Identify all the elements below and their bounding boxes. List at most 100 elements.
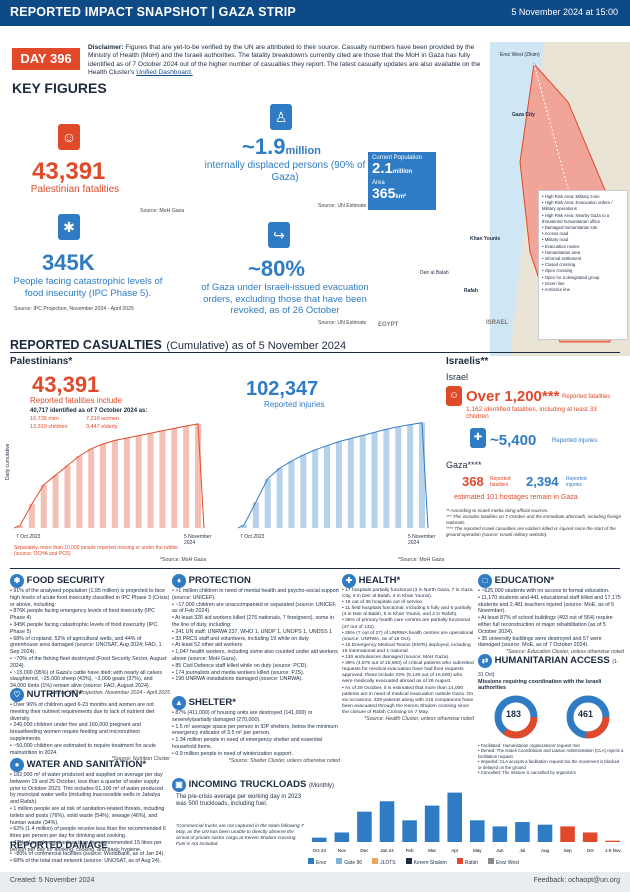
chart-bar [171, 428, 178, 528]
gaza-killed-label: Reported fatalities [490, 476, 511, 488]
shelter-title-text: SHELTER* [188, 697, 236, 708]
trucks-legend-item: Erez West [488, 858, 519, 866]
access-legend-item: • Cancelled: The mission is cancelled by… [478, 770, 576, 776]
truck-bar [402, 820, 417, 842]
israel-injured-icon: ✚ [470, 428, 486, 448]
wash-title: ● WATER AND SANITATION* [10, 758, 170, 772]
health-item: • 26% (7 out of 27) of UNRWA health cent… [342, 630, 474, 642]
shelter-title: ▲ SHELTER* [172, 696, 340, 710]
chart-bar [64, 465, 71, 528]
walking-person-icon: ♙ [270, 104, 292, 130]
protection-item: • 33 PRCS staff and volunteers, includin… [172, 635, 309, 642]
access-legend-item: • Facilitated: Humanitarian organization… [478, 743, 580, 748]
access-section: ⇄ HUMANITARIAN ACCESS (1-31 Oct) Mission… [478, 654, 624, 775]
truck-icon: ▣ [172, 778, 186, 792]
footer-feedback[interactable]: Feedback: ochaopt@un.org [533, 877, 621, 884]
truck-bar [537, 824, 553, 842]
wash-item: • 47% of people receive less than the re… [10, 839, 162, 853]
map-legend-item: • Military road [542, 237, 569, 243]
food-item: • ~15,000 (95%) of Gaza's cattle have di… [10, 669, 162, 690]
shelter-item: • 0.9 million people in need of winteriz… [172, 750, 293, 757]
nutrition-item: • 246,000 children under five and 160,00… [10, 722, 141, 742]
gaza-subtitle: Gaza**** [446, 460, 482, 470]
chart-bar [111, 440, 118, 528]
idps-label: internally displaced persons (90% of Gaz… [204, 160, 366, 183]
wash-item: • 62% (1.4 million) of people receive le… [10, 826, 166, 840]
education-item: • 11,170 students and 441 educational st… [478, 594, 621, 615]
chart-line [238, 422, 429, 529]
map-legend-item: • Access road [542, 231, 569, 237]
pal-injured-label: Reported injuries [264, 400, 325, 409]
access-subtitle: Missions requiring coordination with the… [478, 679, 602, 691]
protection-item: • 241 UN staff: UNRWA 237, WHO 1, UNDP 1… [172, 628, 333, 635]
map-legend-item: • Informal settlement [542, 256, 582, 262]
food-item: • 91% of the analysed population (1.95 m… [10, 588, 170, 608]
evac-source: Source: UN Estimate [318, 320, 367, 326]
trucks-period: (Monthly) [308, 783, 334, 789]
trucks-average: The pre-crisis average per working day i… [176, 794, 302, 808]
protection-title-text: PROTECTION [188, 575, 251, 586]
health-source: *Source: Health Cluster, unless otherwis… [364, 715, 474, 722]
truck-month-label: Jul [520, 848, 526, 853]
chart-bar [76, 456, 83, 528]
casualties-heading: REPORTED CASUALTIES (Cumulative) as of 5… [10, 336, 490, 354]
food-item: • 68% of cropland, 52% of agricultural w… [10, 635, 162, 656]
nutrition-item: • Over 96% of children aged 6-23 months … [10, 702, 155, 722]
truck-month-label: Apr [451, 848, 459, 853]
population-value: 2.1million [372, 161, 432, 180]
israel-note-3: **** The reported Israeli casualties are… [446, 526, 616, 537]
protection-item: • ~17,000 children are unaccompanied or … [172, 601, 337, 615]
day-badge: DAY 396 [12, 48, 80, 70]
education-title: □ EDUCATION* [478, 574, 624, 588]
damage-item: • 68% of the total road network (source:… [10, 857, 162, 864]
evac-label: of Gaza under Israeli-issued evacuation … [201, 282, 369, 316]
truck-month-label: Jun [496, 848, 504, 853]
unified-dashboard-link[interactable]: Unified Dashboard. [136, 69, 193, 77]
idps-value-number: ~1.9 [242, 134, 286, 159]
chart-bar [147, 433, 154, 528]
shelter-item: • 87% (411,000) of housing units are des… [172, 710, 313, 723]
chart-bar [312, 449, 319, 528]
truck-month-label: Mar [428, 848, 436, 853]
trucks-legend: Erez Gate 96 JLOTS Kerem Shalom Rafah Erez We… [308, 858, 624, 866]
chart-line [14, 423, 205, 529]
pal-source: *Source: MoH Gaza [160, 557, 207, 563]
report-date: 5 November 2024 at 15:00 [511, 7, 618, 17]
damage-title: REPORTED DAMAGE [10, 840, 108, 851]
identified-men: 16,735 men [30, 416, 60, 422]
chart-bar [335, 441, 342, 528]
casualties-subtitle: (Cumulative) as of 5 November 2024 [166, 340, 347, 352]
trucks-legend-item: Rafah [456, 858, 478, 866]
map-legend-item: • Open crossing [542, 268, 573, 274]
truck-month-label: Sep [564, 848, 573, 853]
truck-month-label: Nov [338, 848, 347, 853]
wash-item: • 182,000 m³ of water produced and suppl… [10, 772, 164, 806]
truck-month-label: 1-5 Nov [605, 848, 622, 853]
access-legend-item: • Denied: The Israeli Coordination and L… [478, 748, 624, 759]
nutrition-title: ♡ NUTRITION* [10, 688, 170, 702]
trucks-legend-item: Erez [308, 858, 326, 866]
injuries-chart [238, 422, 429, 529]
key-figures-title: KEY FIGURES [12, 80, 107, 96]
chart-bar [17, 525, 23, 528]
identified-children: 13,319 children [30, 424, 68, 430]
protection-item: • 1,047 health workers, including some a… [172, 649, 338, 662]
casualties-title: REPORTED CASUALTIES [10, 338, 162, 352]
access-legend: • Facilitated: Humanitarian organization… [478, 743, 624, 775]
book-icon: □ [478, 574, 492, 588]
medical-cross-icon: ✚ [342, 574, 356, 588]
map-legend-item: • Closed crossing [542, 262, 576, 268]
pal-injured: 102,347 [246, 378, 319, 400]
chart-bar [371, 432, 378, 528]
trucks-chart: Oct 23 Nov Dec Jan 24 Feb Mar Apr May Jun Jul Aug S… [312, 792, 622, 853]
footer: Created: 5 November 2024 Feedback: ochao… [0, 872, 630, 892]
health-list: • 17 hospitals partially functional (3 i… [342, 588, 474, 716]
truck-month-label: Oct 23 [313, 848, 327, 853]
wash-section: ● WATER AND SANITATION* • 182,000 m³ of … [10, 758, 170, 854]
truck-bar [582, 832, 598, 842]
chart-bar [52, 475, 59, 528]
trucks-title-text: INCOMING TRUCKLOADS [188, 779, 307, 790]
chart-bar [183, 426, 190, 528]
access-title-text: HUMANITARIAN ACCESS [494, 655, 610, 666]
isr-identified: 1,162 identified fatalities, including a… [466, 406, 597, 420]
